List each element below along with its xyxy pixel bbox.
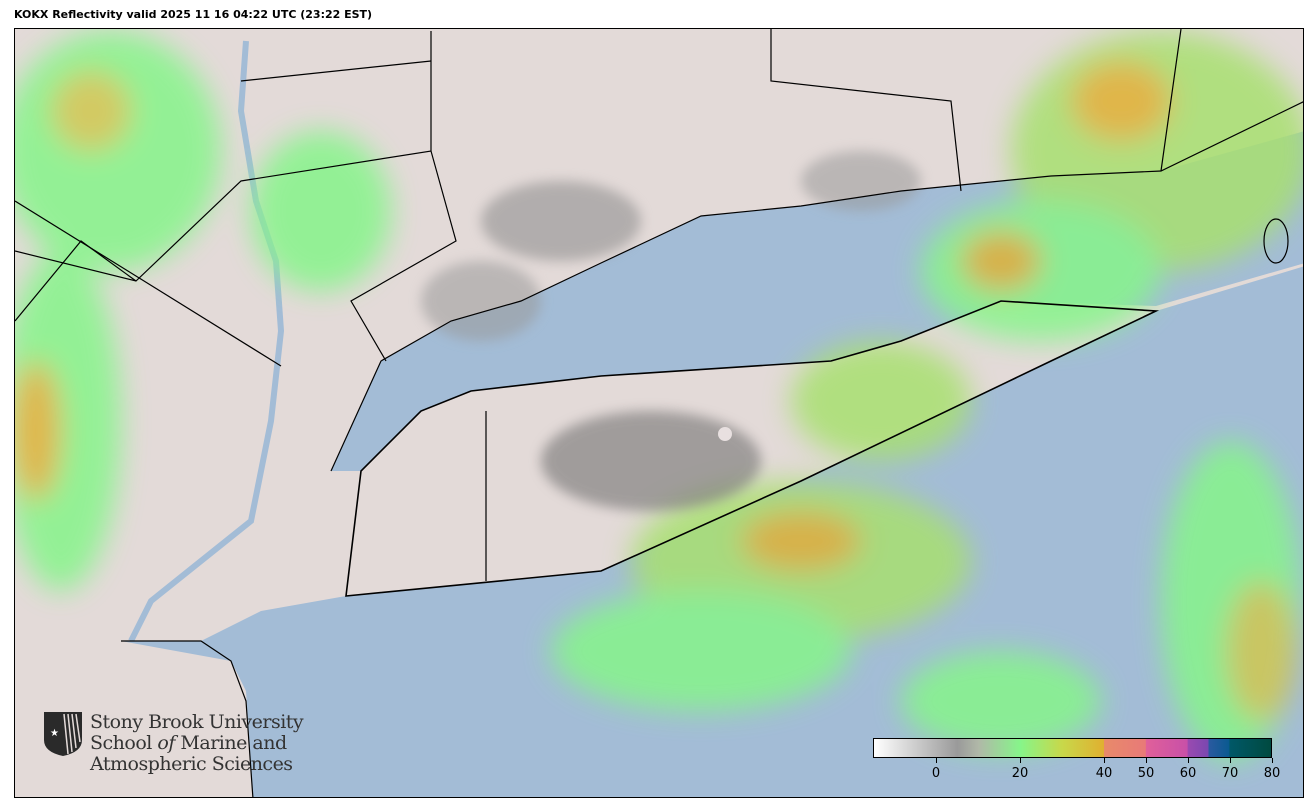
colorbar-tick-label: 0 — [931, 766, 941, 781]
colorbar-tick — [1104, 758, 1105, 763]
colorbar-tick-label: 20 — [1011, 766, 1029, 781]
colorbar-tick — [1020, 758, 1021, 763]
logo-line-2: School of Marine and — [90, 732, 287, 754]
radar-map[interactable] — [14, 28, 1304, 798]
colorbar-tick — [1272, 758, 1273, 763]
colorbar-tick — [936, 758, 937, 763]
sbu-logo: ★ Stony Brook University School of Marin… — [44, 711, 304, 775]
colorbar-tick-label: 80 — [1263, 766, 1281, 781]
colorbar-tick — [1188, 758, 1189, 763]
svg-text:★: ★ — [50, 728, 59, 739]
colorbar — [873, 738, 1272, 758]
colorbar-tick-label: 60 — [1179, 766, 1197, 781]
logo-line-1: Stony Brook University — [90, 711, 304, 733]
colorbar-tick — [1230, 758, 1231, 763]
colorbar-tick-label: 40 — [1095, 766, 1113, 781]
coastlines-and-borders — [15, 29, 1303, 797]
radar-site-marker — [718, 427, 732, 441]
colorbar-tick-label: 70 — [1221, 766, 1239, 781]
reflectivity-echoes — [15, 31, 1303, 761]
map-title: KOKX Reflectivity valid 2025 11 16 04:22… — [14, 8, 373, 21]
shield-logo-icon: ★ — [44, 712, 82, 756]
logo-line-3: Atmospheric Sciences — [90, 753, 293, 775]
colorbar-tick-label: 50 — [1137, 766, 1155, 781]
colorbar-tick — [1146, 758, 1147, 763]
hudson-river — [128, 40, 285, 643]
